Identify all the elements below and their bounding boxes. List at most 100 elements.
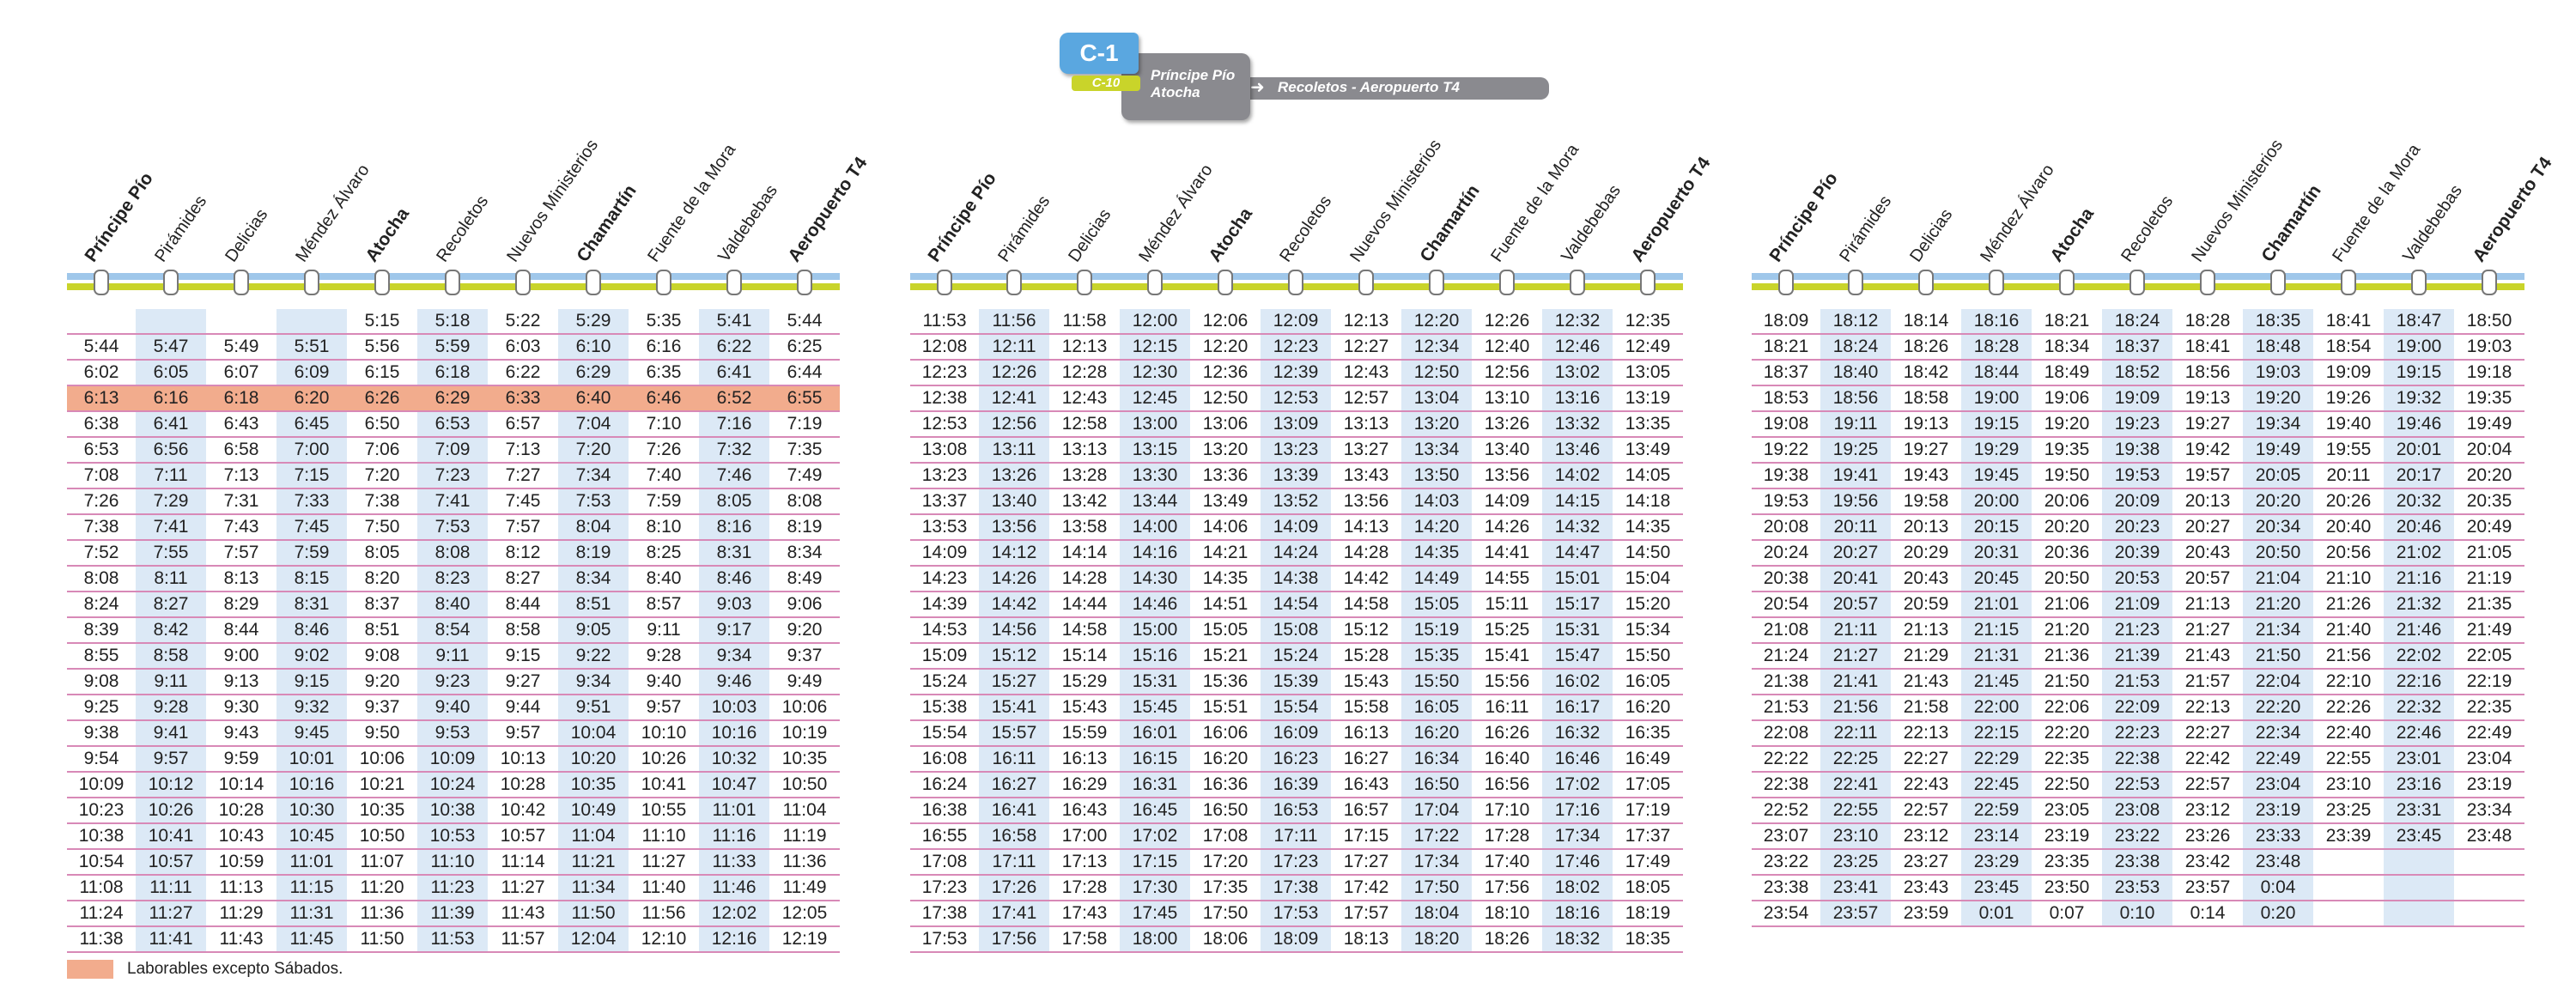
time-cell: 15:35 xyxy=(1401,643,1472,670)
time-cell: 10:09 xyxy=(417,746,488,773)
station-node xyxy=(1499,270,1515,295)
station-node xyxy=(2129,270,2145,295)
time-cell: 22:25 xyxy=(1820,746,1891,773)
table-row: 7:52 7:55 7:57 7:59 8:05 8:08 8:12 8:19 8:25 8:31… xyxy=(67,540,840,567)
time-cell: 10:16 xyxy=(276,772,347,798)
time-cell: 6:53 xyxy=(417,411,488,438)
table-row: 17:08 17:11 17:13 17:15 17:20 17:23 17:27 17:34… xyxy=(910,849,1683,876)
time-cell: 17:23 xyxy=(1261,849,1331,876)
time-cell: 20:13 xyxy=(1891,514,1961,541)
legend: Laborables excepto Sábados. xyxy=(67,960,343,979)
time-cell: 22:57 xyxy=(1891,798,1961,824)
time-cell: 7:59 xyxy=(629,488,699,515)
time-cell: 22:49 xyxy=(2243,746,2313,773)
table-row: 13:23 13:26 13:28 13:30 13:36 13:39 13:43 13:50… xyxy=(910,463,1683,489)
time-cell: 19:35 xyxy=(2454,385,2524,412)
table-row: 12:08 12:11 12:13 12:15 12:20 12:23 12:27 12:34… xyxy=(910,334,1683,361)
station-label: Méndez Álvaro xyxy=(1977,161,2058,266)
time-cell: 9:03 xyxy=(699,592,769,618)
time-cell: 21:43 xyxy=(1891,669,1961,695)
time-cell: 17:38 xyxy=(910,901,979,927)
time-cell: 9:11 xyxy=(136,669,206,695)
time-cell: 10:06 xyxy=(769,695,840,721)
time-cell: 14:09 xyxy=(910,540,979,567)
time-cell: 12:36 xyxy=(1190,360,1261,386)
time-cell: 13:06 xyxy=(1190,411,1261,438)
time-cell: 20:43 xyxy=(1891,566,1961,592)
time-cell: 7:57 xyxy=(488,514,558,541)
station-node xyxy=(1218,270,1233,295)
time-cell: 16:40 xyxy=(1472,746,1542,773)
time-cell: 17:30 xyxy=(1120,875,1190,901)
time-cell: 15:39 xyxy=(1261,669,1331,695)
time-cell: 16:02 xyxy=(1542,669,1613,695)
time-cell: 15:24 xyxy=(910,669,979,695)
time-cell: 5:35 xyxy=(629,309,699,335)
time-cell: 12:11 xyxy=(979,334,1049,361)
time-cell: 13:37 xyxy=(910,488,979,515)
time-cell: 15:56 xyxy=(1472,669,1542,695)
time-cell: 21:26 xyxy=(2313,592,2384,618)
time-cell: 21:15 xyxy=(1961,617,2032,644)
time-cell: 8:11 xyxy=(136,566,206,592)
time-cell: 12:30 xyxy=(1120,360,1190,386)
time-cell: 9:57 xyxy=(488,720,558,747)
time-cell: 18:52 xyxy=(2102,360,2172,386)
table-row: 10:23 10:26 10:28 10:30 10:35 10:38 10:42 10:49… xyxy=(67,798,840,824)
time-cell: 18:49 xyxy=(2032,360,2102,386)
time-cell: 10:13 xyxy=(488,746,558,773)
time-cell: 16:29 xyxy=(1049,772,1120,798)
time-cell: 19:27 xyxy=(1891,437,1961,464)
table-row: 11:53 11:56 11:58 12:00 12:06 12:09 12:13 12:20… xyxy=(910,309,1683,335)
time-cell: 8:25 xyxy=(629,540,699,567)
time-cell: 6:29 xyxy=(417,385,488,412)
time-cell: 16:41 xyxy=(979,798,1049,824)
time-cell: 6:58 xyxy=(206,437,276,464)
time-cell: 9:15 xyxy=(488,643,558,670)
time-cell: 20:54 xyxy=(1752,592,1820,618)
station-node xyxy=(2341,270,2356,295)
time-cell: 15:05 xyxy=(1401,592,1472,618)
station-label: Chamartín xyxy=(573,181,641,266)
time-cell: 16:06 xyxy=(1190,720,1261,747)
time-cell: 16:43 xyxy=(1049,798,1120,824)
table-row: 13:53 13:56 13:58 14:00 14:06 14:09 14:13 14:20… xyxy=(910,514,1683,541)
time-cell: 20:09 xyxy=(2102,488,2172,515)
time-cell: 0:20 xyxy=(2243,901,2313,927)
time-cell: 7:53 xyxy=(417,514,488,541)
time-cell: 7:04 xyxy=(558,411,629,438)
time-cell: 14:26 xyxy=(979,566,1049,592)
time-cell: 22:59 xyxy=(1961,798,2032,824)
station-node xyxy=(2482,270,2497,295)
time-cell: 14:42 xyxy=(1331,566,1401,592)
time-cell: 7:38 xyxy=(347,488,417,515)
table-row: 19:38 19:41 19:43 19:45 19:50 19:53 19:57 20:05… xyxy=(1752,463,2524,489)
time-cell: 6:02 xyxy=(67,360,136,386)
time-cell: 19:34 xyxy=(2243,411,2313,438)
time-cell: 7:55 xyxy=(136,540,206,567)
time-cell: 5:49 xyxy=(206,334,276,361)
table-row: 10:09 10:12 10:14 10:16 10:21 10:24 10:28 10:35… xyxy=(67,772,840,798)
table-row: 10:54 10:57 10:59 11:01 11:07 11:10 11:14 11:21… xyxy=(67,849,840,876)
time-cell: 12:15 xyxy=(1120,334,1190,361)
time-cell: 14:18 xyxy=(1613,488,1683,515)
time-cell: 15:47 xyxy=(1542,643,1613,670)
time-cell: 13:05 xyxy=(1613,360,1683,386)
station-label: Aeropuerto T4 xyxy=(784,153,872,266)
time-cell: 6:57 xyxy=(488,411,558,438)
time-cell: 17:10 xyxy=(1472,798,1542,824)
time-cell: 8:46 xyxy=(699,566,769,592)
time-cell: 14:35 xyxy=(1190,566,1261,592)
time-cell: 13:34 xyxy=(1401,437,1472,464)
table-row: 22:22 22:25 22:27 22:29 22:35 22:38 22:42 22:49… xyxy=(1752,746,2524,773)
time-cell: 14:44 xyxy=(1049,592,1120,618)
time-cell: 21:08 xyxy=(1752,617,1820,644)
time-cell: 16:20 xyxy=(1401,720,1472,747)
time-cell: 6:22 xyxy=(699,334,769,361)
time-cell: 13:00 xyxy=(1120,411,1190,438)
time-cell: 19:27 xyxy=(2172,411,2243,438)
time-cell: 5:44 xyxy=(769,309,840,335)
time-cell: 16:20 xyxy=(1190,746,1261,773)
time-cell: 19:00 xyxy=(1961,385,2032,412)
time-cell: 21:20 xyxy=(2032,617,2102,644)
